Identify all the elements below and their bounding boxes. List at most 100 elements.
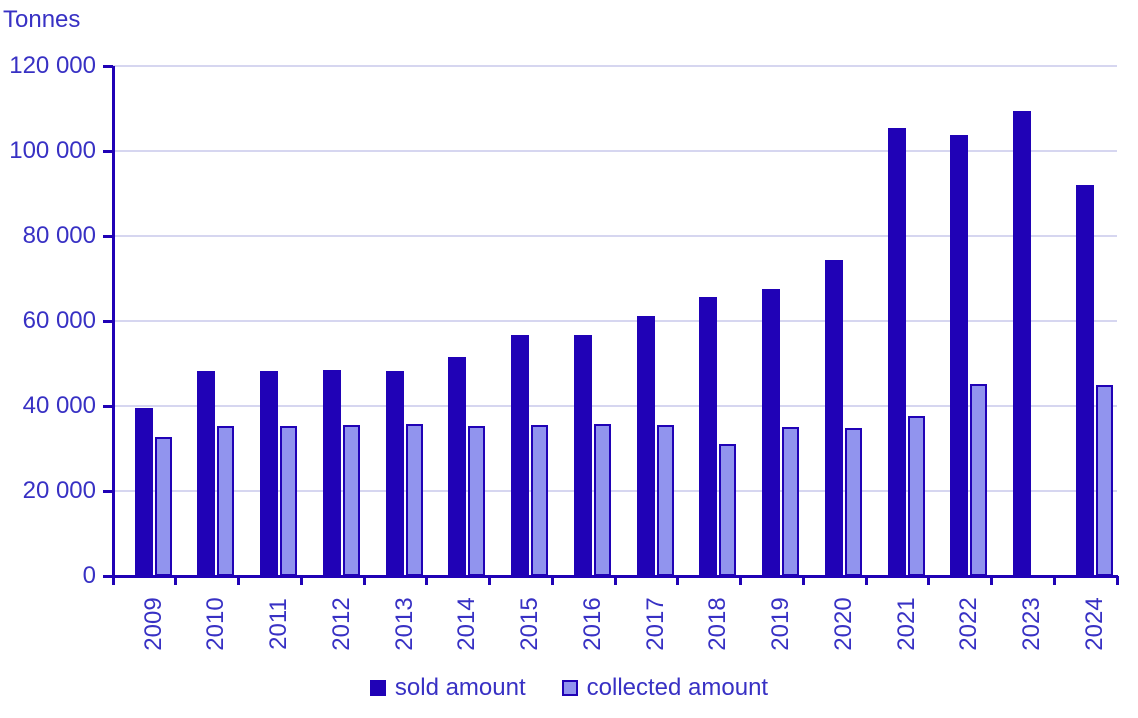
collected-swatch-icon bbox=[561, 680, 578, 696]
bar-collected-2014 bbox=[468, 426, 486, 576]
y-tick-100000 bbox=[103, 149, 113, 153]
bar-group-2019 bbox=[762, 289, 799, 576]
y-tick-label-80000: 80 000 bbox=[22, 222, 96, 249]
plot-area bbox=[103, 64, 1119, 585]
y-tick-60000 bbox=[103, 319, 113, 323]
bar-sold-2014 bbox=[448, 357, 467, 576]
bar-collected-2022 bbox=[970, 384, 988, 576]
gridline-60000 bbox=[113, 320, 1117, 322]
legend-item-collected-amount[interactable]: collected amount bbox=[561, 674, 769, 702]
legend-item-sold-amount[interactable]: sold amount bbox=[369, 674, 526, 702]
bar-sold-2010 bbox=[197, 370, 216, 576]
bar-sold-2015 bbox=[511, 335, 529, 576]
x-tick-6 bbox=[488, 576, 491, 585]
bar-group-2012 bbox=[322, 370, 360, 576]
bar-sold-2023 bbox=[1013, 111, 1031, 576]
bar-group-2009 bbox=[134, 408, 172, 576]
sold-swatch-icon bbox=[369, 680, 386, 696]
y-tick-0 bbox=[103, 574, 113, 578]
bar-collected-2010 bbox=[217, 425, 235, 576]
x-axis-label-2017: 2017 bbox=[641, 597, 669, 651]
y-tick-80000 bbox=[103, 234, 113, 238]
x-tick-10 bbox=[739, 576, 742, 585]
y-axis-title: Tonnes bbox=[3, 6, 81, 33]
bar-collected-2013 bbox=[405, 423, 423, 576]
x-axis-label-2019: 2019 bbox=[767, 597, 794, 651]
gridline-120000 bbox=[113, 65, 1117, 67]
x-tick-7 bbox=[550, 576, 554, 585]
x-axis-label-2015: 2015 bbox=[516, 597, 543, 651]
bar-sold-2020 bbox=[824, 259, 843, 576]
bar-sold-2019 bbox=[762, 289, 780, 576]
bar-collected-2018 bbox=[719, 443, 737, 576]
legend-label-collected: collected amount bbox=[586, 674, 769, 701]
y-tick-label-60000: 60 000 bbox=[22, 307, 96, 334]
x-axis-label-2010: 2010 bbox=[202, 597, 230, 651]
y-tick-120000 bbox=[103, 64, 113, 68]
gridline-80000 bbox=[113, 235, 1117, 237]
bar-sold-2013 bbox=[385, 371, 404, 576]
bar-collected-2011 bbox=[280, 425, 297, 576]
x-tick-11 bbox=[801, 576, 805, 585]
x-axis-label-2024: 2024 bbox=[1080, 597, 1108, 651]
y-tick-label-120000: 120 000 bbox=[9, 52, 96, 79]
gridline-40000 bbox=[113, 405, 1117, 407]
y-tick-label-20000: 20 000 bbox=[22, 477, 96, 504]
bar-group-2014 bbox=[448, 357, 486, 576]
bar-group-2021 bbox=[887, 128, 925, 576]
gridline-20000 bbox=[113, 490, 1117, 492]
x-axis-label-2018: 2018 bbox=[704, 597, 732, 651]
bar-sold-2018 bbox=[699, 297, 718, 576]
bar-group-2010 bbox=[197, 370, 235, 576]
bar-group-2022 bbox=[950, 134, 988, 576]
bar-group-2016 bbox=[573, 335, 611, 576]
x-axis-label-2022: 2022 bbox=[955, 597, 983, 651]
y-tick-40000 bbox=[103, 404, 113, 408]
y-tick-label-100000: 100 000 bbox=[9, 137, 96, 164]
bar-group-2024 bbox=[1075, 185, 1113, 576]
y-tick-label-40000: 40 000 bbox=[22, 392, 96, 419]
bar-group-2017 bbox=[636, 315, 674, 576]
x-tick-12 bbox=[864, 576, 868, 585]
bar-group-2013 bbox=[385, 371, 423, 576]
bar-collected-2016 bbox=[593, 424, 611, 576]
bar-sold-2012 bbox=[322, 370, 341, 576]
x-tick-5 bbox=[425, 576, 429, 585]
x-tick-1 bbox=[174, 576, 178, 585]
x-axis-label-2020: 2020 bbox=[829, 597, 857, 651]
x-tick-2 bbox=[237, 576, 240, 585]
bar-collected-2012 bbox=[342, 424, 360, 576]
x-tick-14 bbox=[990, 576, 993, 585]
x-axis-label-2023: 2023 bbox=[1018, 597, 1045, 651]
bar-collected-2009 bbox=[154, 436, 172, 576]
bar-collected-2020 bbox=[844, 427, 862, 576]
bar-collected-2021 bbox=[907, 416, 925, 576]
bar-collected-2015 bbox=[531, 424, 548, 576]
y-tick-20000 bbox=[103, 489, 113, 493]
x-axis-label-2009: 2009 bbox=[139, 597, 167, 651]
bar-collected-2024 bbox=[1095, 384, 1113, 576]
bar-sold-2009 bbox=[134, 408, 153, 576]
bar-sold-2011 bbox=[260, 371, 278, 576]
x-tick-4 bbox=[362, 576, 366, 585]
x-axis-label-2021: 2021 bbox=[892, 597, 920, 651]
x-tick-13 bbox=[927, 576, 931, 585]
x-axis-label-2012: 2012 bbox=[327, 597, 355, 651]
x-tick-3 bbox=[299, 576, 303, 585]
bar-group-2023 bbox=[1013, 111, 1031, 576]
legend-label-sold: sold amount bbox=[394, 674, 526, 701]
bar-group-2018 bbox=[699, 297, 737, 576]
x-tick-9 bbox=[676, 576, 680, 585]
bar-collected-2017 bbox=[656, 425, 674, 576]
x-axis-label-2014: 2014 bbox=[453, 597, 481, 651]
bar-sold-2022 bbox=[950, 134, 969, 576]
x-tick-15 bbox=[1052, 576, 1056, 585]
gridline-100000 bbox=[113, 150, 1117, 152]
y-axis-line bbox=[111, 66, 115, 585]
x-axis-line bbox=[111, 574, 1118, 578]
x-tick-16 bbox=[1115, 576, 1119, 585]
y-tick-label-0: 0 bbox=[82, 562, 96, 589]
x-axis-label-2013: 2013 bbox=[390, 597, 418, 651]
x-tick-8 bbox=[613, 576, 617, 585]
